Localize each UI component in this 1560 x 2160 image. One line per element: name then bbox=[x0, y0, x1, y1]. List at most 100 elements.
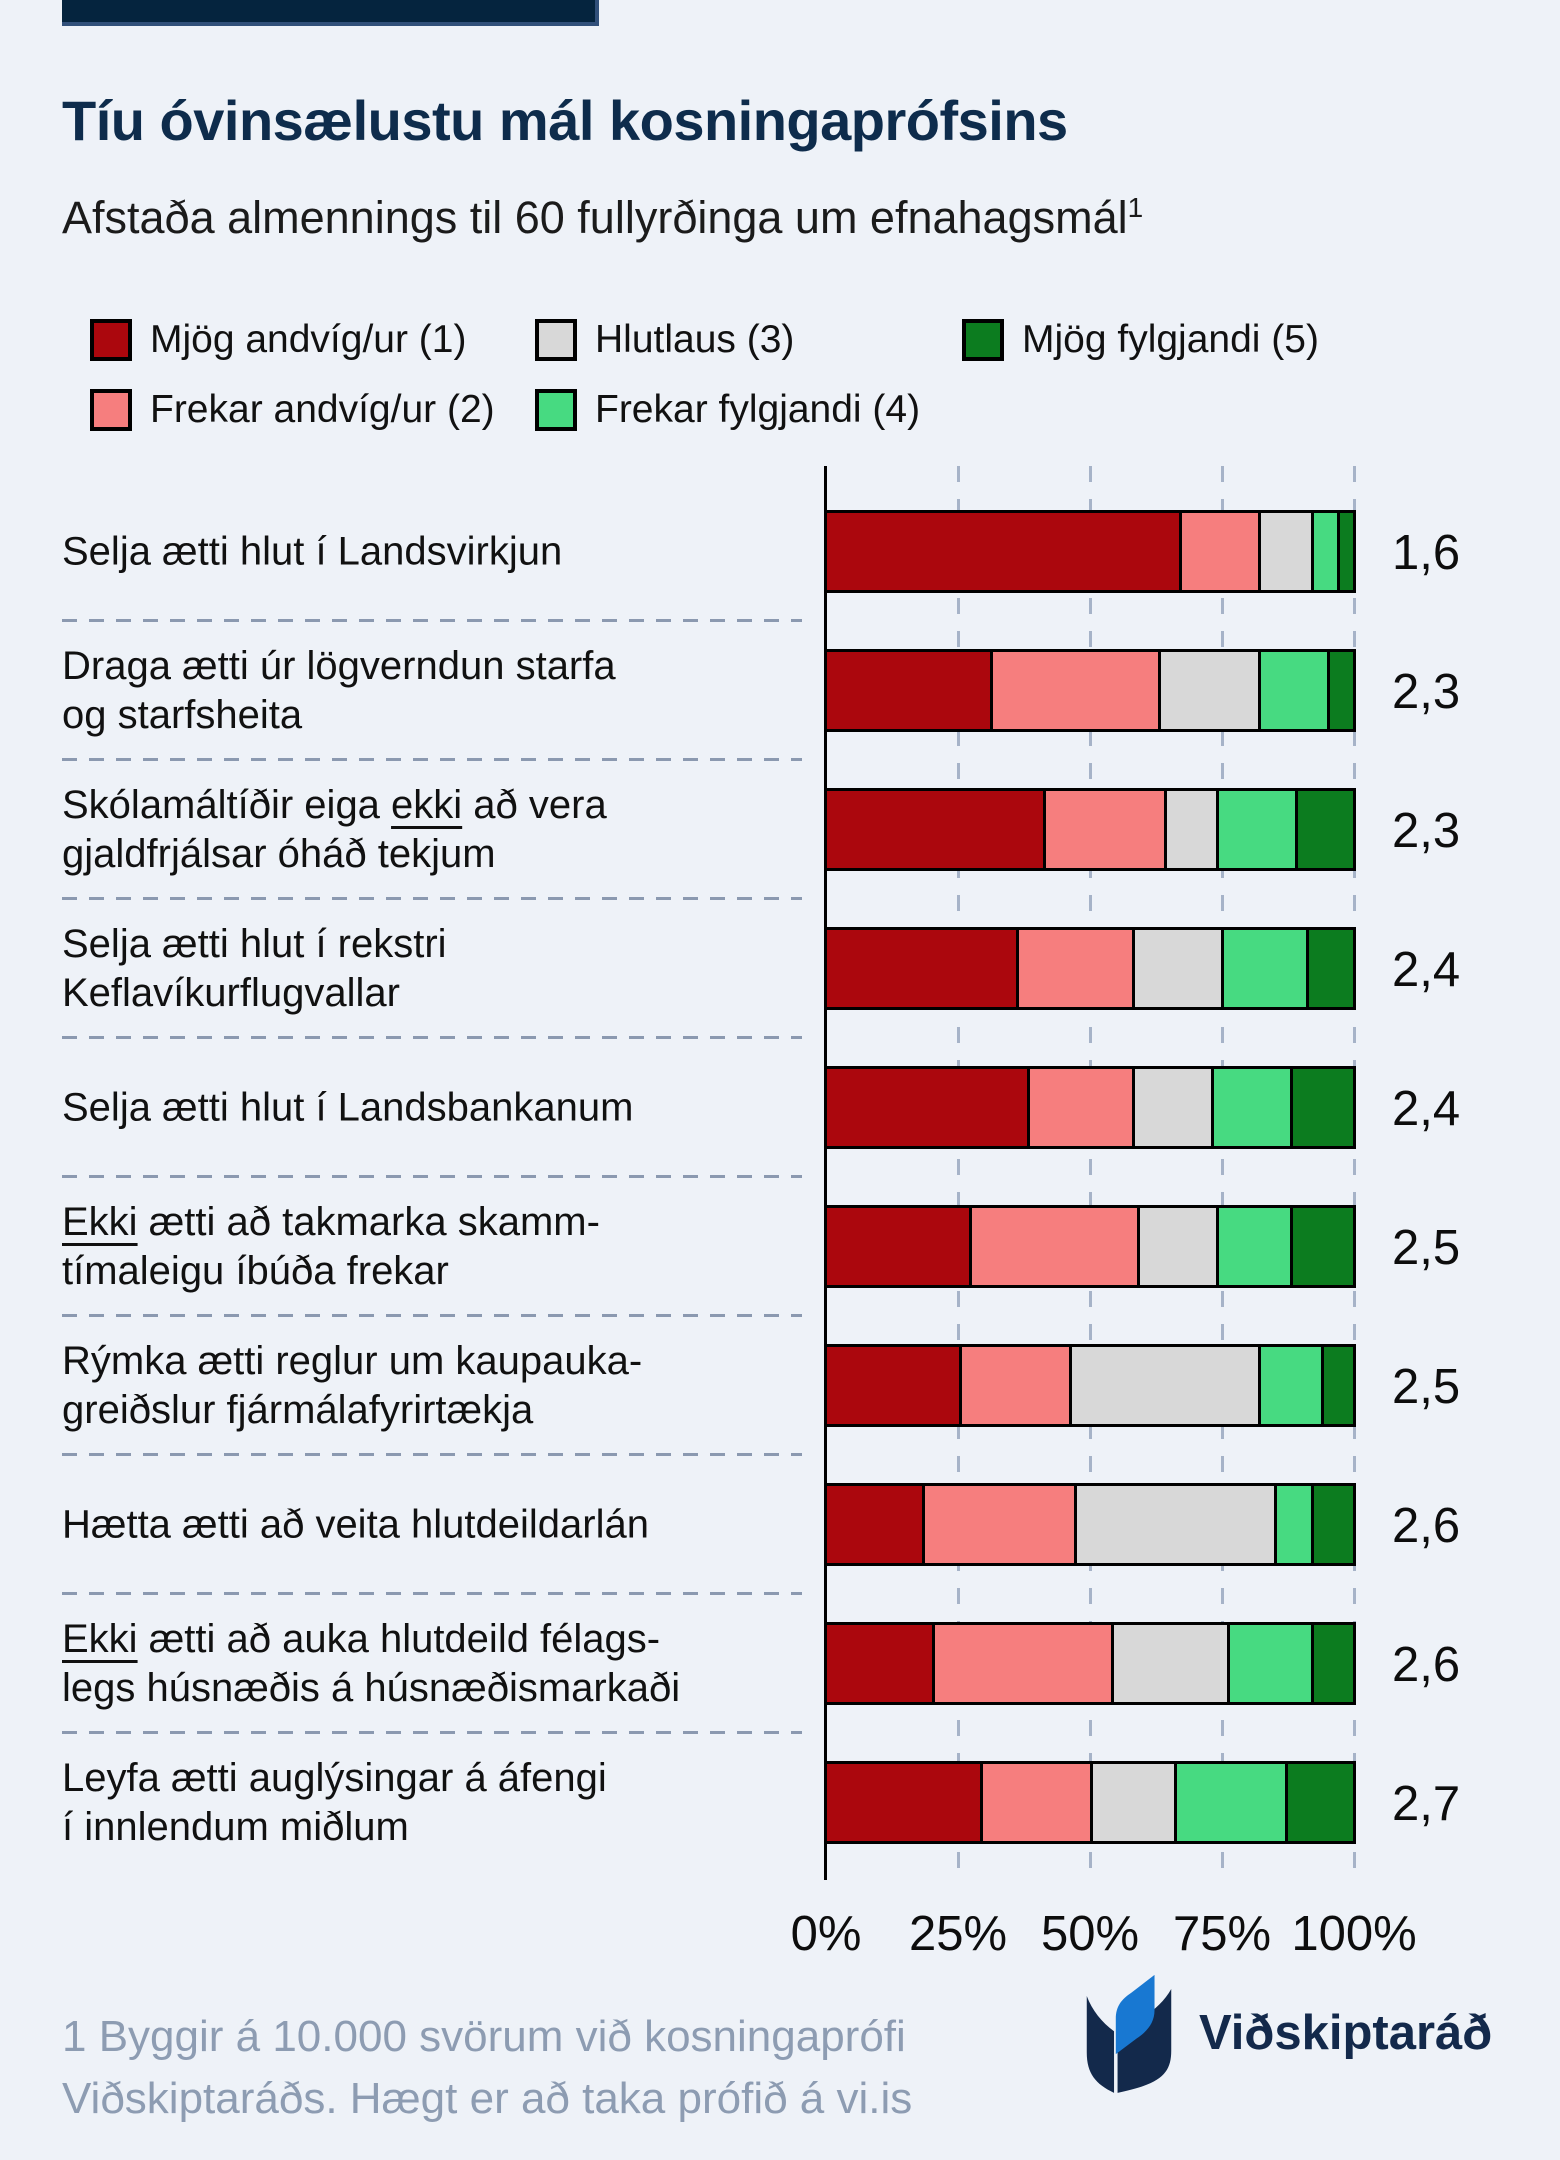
row-label-line: Ekki ætti að auka hlutdeild félags- bbox=[62, 1615, 807, 1664]
row-label-text: Selja ætti hlut í rekstri bbox=[62, 921, 447, 966]
row-label-line: og starfsheita bbox=[62, 691, 807, 740]
bar-segment-4 bbox=[1216, 791, 1296, 868]
row-label: Rýmka ætti reglur um kaupauka-greiðslur … bbox=[62, 1337, 807, 1435]
bar-segment-5 bbox=[1284, 1764, 1353, 1841]
mean-value-label: 2,3 bbox=[1392, 804, 1461, 858]
bar-segment-1 bbox=[827, 930, 1017, 1007]
x-axis-zero-line bbox=[824, 466, 827, 1880]
bar-segment-5 bbox=[1289, 1208, 1353, 1285]
legend-item-3: Hlutlaus (3) bbox=[535, 316, 794, 364]
bar-segment-3 bbox=[1089, 1764, 1175, 1841]
bar-segment-2 bbox=[969, 1208, 1138, 1285]
row-separator bbox=[62, 1314, 802, 1317]
bar-row-9 bbox=[824, 1622, 1356, 1705]
mean-value-label: 1,6 bbox=[1392, 526, 1461, 580]
bar-segment-2 bbox=[990, 652, 1159, 729]
page-title: Tíu óvinsælustu mál kosningaprófsins bbox=[62, 89, 1068, 152]
row-separator bbox=[62, 1036, 802, 1039]
mean-value-label: 2,5 bbox=[1392, 1221, 1461, 1275]
bar-segment-1 bbox=[827, 791, 1043, 868]
row-separator bbox=[62, 897, 802, 900]
bar-segment-4 bbox=[1216, 1208, 1290, 1285]
bar-segment-5 bbox=[1310, 1486, 1353, 1563]
bar-row-4 bbox=[824, 927, 1356, 1010]
bar-row-8 bbox=[824, 1483, 1356, 1566]
bar-segment-2 bbox=[958, 1347, 1069, 1424]
row-label-text: tímaleigu íbúða frekar bbox=[62, 1248, 449, 1293]
row-label-text: að vera bbox=[462, 782, 607, 827]
bar-segment-4 bbox=[1310, 513, 1338, 590]
bar-segment-4 bbox=[1210, 1069, 1290, 1146]
legend-swatch-icon bbox=[535, 319, 577, 361]
legend-item-1: Mjög andvíg/ur (1) bbox=[90, 316, 466, 364]
bar-row-2 bbox=[824, 649, 1356, 732]
bar-segment-3 bbox=[1132, 930, 1222, 1007]
vidskiptarad-logo-icon bbox=[1086, 1974, 1172, 2093]
row-label-line: Hætta ætti að veita hlutdeildarlán bbox=[62, 1500, 807, 1549]
mean-value-label: 2,6 bbox=[1392, 1499, 1461, 1553]
row-label-text: Selja ætti hlut í Landsvirkjun bbox=[62, 529, 563, 573]
row-label-line: Leyfa ætti auglýsingar á áfengi bbox=[62, 1754, 807, 1803]
legend-swatch-icon bbox=[90, 389, 132, 431]
legend-swatch-icon bbox=[535, 389, 577, 431]
row-label-line: Selja ætti hlut í Landsbankanum bbox=[62, 1083, 807, 1132]
bar-segment-3 bbox=[1163, 791, 1217, 868]
bar-segment-5 bbox=[1326, 652, 1353, 729]
row-label-line: gjaldfrjálsar óháð tekjum bbox=[62, 830, 807, 879]
bar-segment-3 bbox=[1132, 1069, 1211, 1146]
mean-value-label: 2,5 bbox=[1392, 1360, 1461, 1414]
mean-value-label: 2,4 bbox=[1392, 1082, 1461, 1136]
gridline-50 bbox=[1088, 466, 1092, 1880]
subtitle-text: Afstaða almennings til 60 fullyrðinga um… bbox=[62, 192, 1128, 243]
row-label: Hætta ætti að veita hlutdeildarlán bbox=[62, 1500, 807, 1549]
bar-segment-5 bbox=[1305, 930, 1353, 1007]
gridline-25 bbox=[956, 466, 960, 1880]
row-label: Draga ætti úr lögverndun starfa og starfs… bbox=[62, 642, 807, 740]
mean-value-label: 2,7 bbox=[1392, 1777, 1461, 1831]
row-separator bbox=[62, 1453, 802, 1456]
row-label-text: og starfsheita bbox=[62, 692, 303, 737]
mean-value-label: 2,3 bbox=[1392, 665, 1461, 719]
bar-row-3 bbox=[824, 788, 1356, 871]
row-label: Selja ætti hlut í rekstri Keflavíkurflugv… bbox=[62, 920, 807, 1018]
row-label-text: Draga ætti úr lögverndun starfa bbox=[62, 643, 616, 688]
row-label: Selja ætti hlut í Landsvirkjun bbox=[62, 527, 807, 576]
row-label-text: ætti að takmarka skamm- bbox=[137, 1199, 600, 1244]
legend-label: Mjög andvíg/ur (1) bbox=[150, 318, 467, 361]
bar-segment-5 bbox=[1337, 513, 1353, 590]
row-label-line: tímaleigu íbúða frekar bbox=[62, 1247, 807, 1296]
row-label-line: Skólamáltíðir eiga ekki að vera bbox=[62, 781, 807, 830]
bar-segment-1 bbox=[827, 1208, 970, 1285]
bar-segment-2 bbox=[1016, 930, 1133, 1007]
bar-segment-3 bbox=[1158, 652, 1259, 729]
x-tick-label-100pct: 100% bbox=[1291, 1907, 1417, 1961]
bar-segment-5 bbox=[1321, 1347, 1353, 1424]
bar-segment-2 bbox=[979, 1764, 1090, 1841]
row-label-line: legs húsnæðis á húsnæðismarkaði bbox=[62, 1664, 807, 1713]
row-label: Ekki ætti að takmarka skamm-tímaleigu íb… bbox=[62, 1198, 807, 1296]
bar-segment-3 bbox=[1111, 1625, 1227, 1702]
bar-segment-5 bbox=[1310, 1625, 1353, 1702]
x-tick-label-50pct: 50% bbox=[1040, 1907, 1140, 1961]
row-label-text: Leyfa ætti auglýsingar á áfengi bbox=[62, 1755, 607, 1800]
bar-segment-5 bbox=[1289, 1069, 1353, 1146]
row-label-underlined-text: Ekki bbox=[62, 1199, 138, 1244]
row-label-text: Rýmka ætti reglur um kaupauka- bbox=[62, 1338, 643, 1383]
bar-segment-2 bbox=[1179, 513, 1259, 590]
bar-segment-3 bbox=[1074, 1486, 1275, 1563]
row-separator bbox=[62, 1731, 802, 1734]
row-label: Leyfa ætti auglýsingar á áfengi í innlend… bbox=[62, 1754, 807, 1852]
bar-segment-4 bbox=[1174, 1764, 1285, 1841]
row-label-line: Keflavíkurflugvallar bbox=[62, 969, 807, 1018]
logo-wordmark: Viðskiptaráð bbox=[1199, 2006, 1493, 2060]
row-label: Ekki ætti að auka hlutdeild félags-legs … bbox=[62, 1615, 807, 1713]
row-label-text: Keflavíkurflugvallar bbox=[62, 970, 400, 1015]
row-label-text: Selja ætti hlut í Landsbankanum bbox=[62, 1085, 634, 1129]
bar-row-7 bbox=[824, 1344, 1356, 1427]
row-label-text: Skólamáltíðir eiga bbox=[62, 782, 392, 827]
page-subtitle: Afstaða almennings til 60 fullyrðinga um… bbox=[62, 192, 1143, 244]
row-label-underlined-text: ekki bbox=[391, 782, 463, 827]
row-label-line: Draga ætti úr lögverndun starfa bbox=[62, 642, 807, 691]
row-label-text: legs húsnæðis á húsnæðismarkaði bbox=[62, 1665, 681, 1710]
